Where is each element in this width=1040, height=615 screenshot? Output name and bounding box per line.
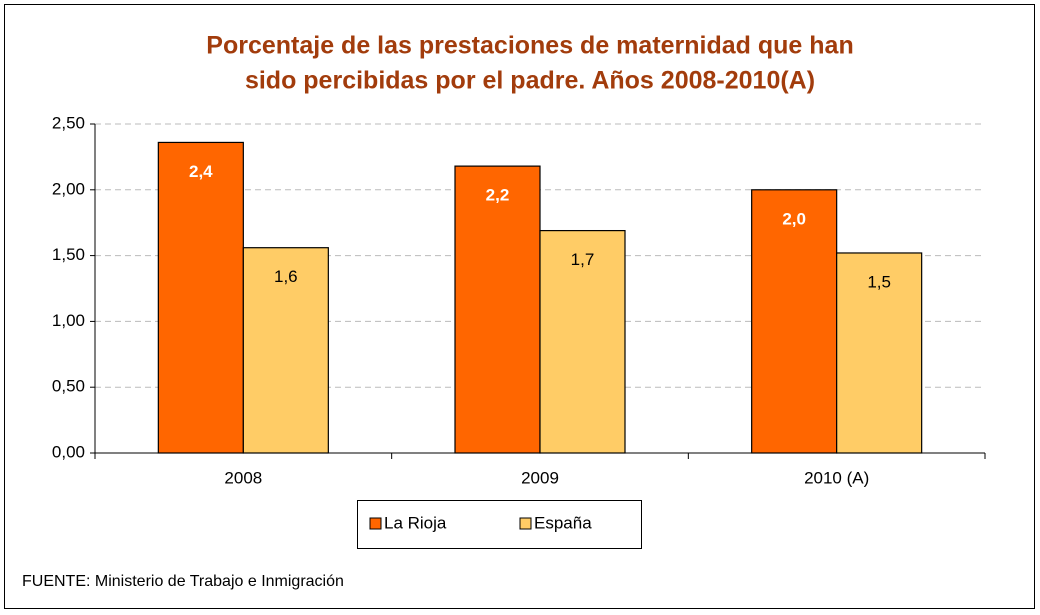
data-label: 1,7: [571, 250, 595, 269]
bar: [454, 165, 541, 454]
x-tick-label: 2010 (A): [804, 468, 869, 487]
bar: [539, 229, 626, 454]
chart-title: sido percibidas por el padre. Años 2008-…: [245, 67, 815, 95]
bar: [242, 247, 329, 454]
y-tick-label: 2,50: [52, 113, 85, 132]
data-label: 2,4: [189, 162, 213, 181]
data-label: 1,6: [274, 267, 298, 286]
legend-label: La Rioja: [384, 513, 447, 532]
legend-swatch: [369, 517, 382, 530]
chart-title: Porcentaje de las prestaciones de matern…: [206, 32, 853, 60]
bar: [836, 252, 923, 454]
x-tick-label: 2008: [224, 468, 262, 487]
y-tick-label: 1,50: [52, 245, 85, 264]
x-tick-label: 2009: [521, 468, 559, 487]
y-tick-label: 0,50: [52, 377, 85, 396]
data-label: 2,2: [486, 186, 510, 205]
legend-box: [357, 500, 642, 549]
legend-label: España: [534, 513, 592, 532]
y-tick-label: 1,00: [52, 311, 85, 330]
data-label: 1,5: [867, 272, 891, 291]
y-tick-label: 0,00: [52, 442, 85, 461]
y-tick-label: 2,00: [52, 179, 85, 198]
bar: [157, 141, 244, 454]
source-note: FUENTE: Ministerio de Trabajo e Inmigrac…: [22, 573, 344, 590]
bar: [751, 189, 838, 454]
legend-swatch: [519, 517, 532, 530]
data-label: 2,0: [782, 209, 806, 228]
